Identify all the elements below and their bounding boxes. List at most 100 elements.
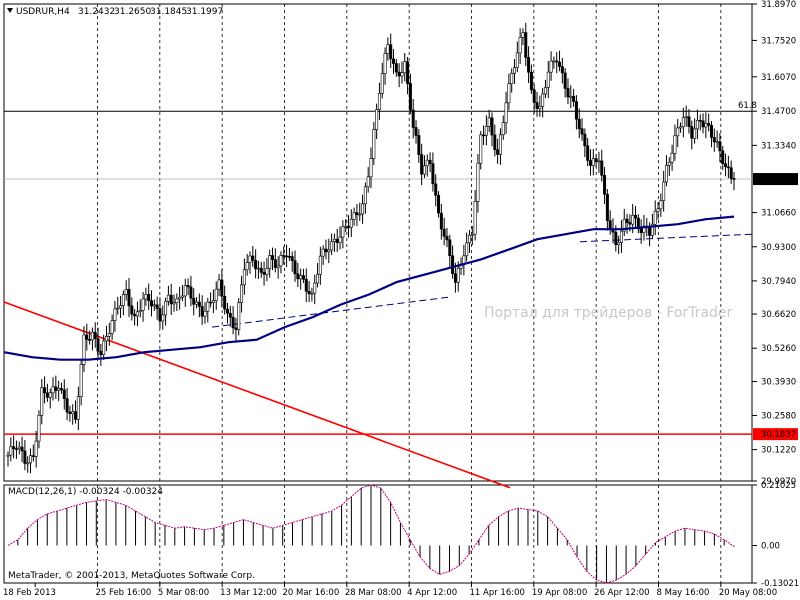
x-tick-label: 5 Mar 08:00 [158,588,209,598]
candle-body [150,300,154,307]
candle-body [287,255,291,258]
candle-body [332,238,336,242]
candle-body [558,61,562,67]
candle-body [473,201,477,235]
candle-body [400,72,404,77]
candle-body [43,387,47,394]
main-pane[interactable] [3,3,753,482]
candle-body [225,308,229,314]
candle-body [572,95,576,102]
candle-body [68,411,72,414]
candle-body [361,203,365,215]
vertical-grid [97,4,722,583]
current-price-tag [753,173,798,186]
y-tick-label: 31.8970 [761,0,796,10]
candle-body [301,275,305,280]
trendline-down [3,301,511,489]
price-axis[interactable]: 31.8970 31.7520 31.6070 31.4700 31.3340 31.06… [752,0,798,487]
candle-body [324,248,328,253]
candle-body [237,302,241,330]
candle-body [338,236,342,243]
candle-body [380,73,384,94]
candle-body [141,298,145,311]
candle-body [335,238,339,243]
x-tick-label: 4 Apr 12:00 [407,588,457,598]
candle-body [541,93,545,107]
candle-body [715,141,719,144]
candle-body [408,83,412,111]
candle-body [186,285,190,288]
candle-body [316,273,320,284]
candle-body [406,61,410,84]
candle-body [299,275,303,280]
time-axis[interactable]: 18 Feb 2013 25 Feb 16:00 5 Mar 08:00 13 Mar… [3,583,777,598]
candle-body [195,301,199,305]
candle-body [513,67,517,74]
candle-body [104,336,108,342]
candle-body [659,200,663,210]
candle-body [211,300,215,303]
candle-body [619,230,623,243]
fibonacci-label: 61.8 [738,101,757,111]
candle-body [566,88,570,98]
x-tick-label: 26 Apr 12:00 [594,588,649,598]
candle-body [273,259,277,268]
candle-body [223,295,227,310]
candle-body [453,273,457,283]
candle-body [642,225,646,234]
y-tick-label: 30.5260 [761,344,796,354]
candle-body [220,279,224,297]
macd-pane[interactable] [3,484,753,584]
candle-body [217,279,221,290]
candle-body [386,44,390,54]
ohlc-high: 31.2650 [114,7,151,17]
candle-body [65,398,69,413]
candle-body [605,193,609,221]
macd-title: MACD(12,26,1) -0.00324 -0.00324 [8,487,163,497]
candle-body [183,285,187,297]
candle-body [501,122,505,136]
candle-body [62,389,66,399]
candle-body [437,194,441,214]
candle-body [133,313,137,317]
candle-body [679,126,683,129]
candle-body [161,314,165,322]
candle-body [456,267,460,283]
candle-body [425,159,429,167]
candle-body [259,267,263,273]
candle-body [307,290,311,294]
candle-body [271,255,275,260]
candle-body [82,334,86,365]
y-tick-label: 31.4700 [761,107,796,117]
candle-body [417,135,421,155]
collapse-arrow-icon[interactable] [7,8,13,13]
candle-body [127,289,131,307]
candle-body [704,123,708,128]
y-tick-label: 31.7520 [761,36,796,46]
candle-body [164,300,168,316]
candle-body [490,117,494,136]
candle-body [54,386,58,391]
candle-body [552,60,556,63]
candle-body [684,116,688,119]
trendlines[interactable] [3,233,753,489]
candle-body [574,101,578,120]
candle-body [175,298,179,303]
candle-body [648,227,652,236]
candle-body [37,414,41,442]
candle-body [709,125,713,138]
y-tick-label: 31.6070 [761,73,796,83]
y-tick-label: 30.6620 [761,310,796,320]
candle-body [268,255,272,269]
candle-body [467,234,471,244]
x-tick-label: 20 May 08:00 [719,588,777,598]
candle-body [591,158,595,166]
macd-axis: 0.21025 0.00 -0.13021 [752,481,799,589]
candle-body [51,386,55,394]
candle-body [628,222,632,225]
candle-body [470,233,474,236]
candle-body [40,387,44,416]
candle-body [726,166,730,169]
candle-body [420,154,424,175]
